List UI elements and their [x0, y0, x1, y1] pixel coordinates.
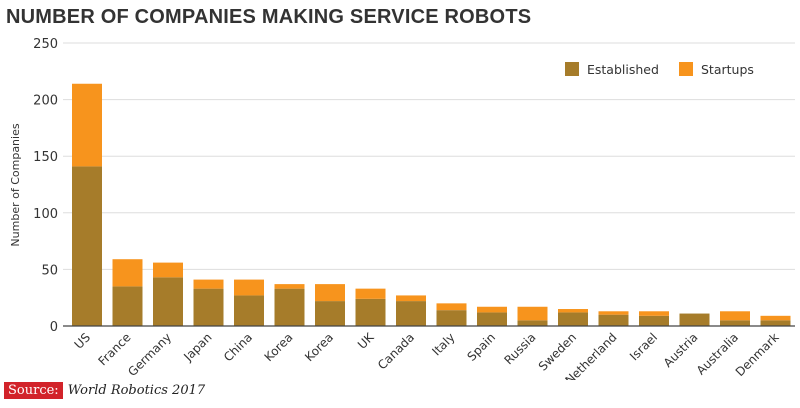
bar-startups [112, 259, 143, 287]
bar-startups [517, 306, 548, 321]
bar-established [396, 301, 426, 326]
source-label: Source: [4, 382, 63, 399]
source-text: World Robotics 2017 [67, 383, 206, 398]
x-tick-label: Germany [125, 330, 174, 379]
x-tick-label: France [96, 330, 134, 368]
bar-established [558, 312, 588, 326]
x-tick-label: Israel [627, 330, 660, 363]
bar-startups [720, 311, 750, 321]
bar-established [517, 320, 548, 326]
x-tick-label: Korea [262, 330, 296, 364]
bar-startups [72, 83, 102, 167]
bar-startups [436, 303, 467, 311]
bar-established [760, 320, 791, 326]
bar-startups [153, 262, 183, 278]
bar-established [315, 301, 345, 326]
bar-established [72, 166, 102, 326]
bar-established [274, 288, 305, 326]
x-tick-label: Canada [375, 330, 417, 372]
source-note: Source: World Robotics 2017 [4, 382, 205, 399]
bar-startups [477, 306, 507, 313]
bar-established [355, 298, 386, 326]
legend-swatch-established [565, 62, 579, 76]
y-tick-label: 200 [33, 94, 58, 109]
x-tick-label: UK [355, 329, 377, 351]
x-tick-label: Russia [501, 330, 538, 367]
y-tick-label: 150 [33, 150, 58, 165]
bar-startups [598, 311, 629, 315]
bar-startups [274, 284, 305, 289]
x-tick-label: Japan [180, 330, 214, 364]
bar-established [193, 288, 224, 326]
bar-established [598, 314, 629, 326]
bar-established [679, 313, 710, 326]
bar-startups [558, 309, 588, 313]
x-tick-label: Denmark [733, 330, 782, 379]
bar-startups [315, 284, 345, 302]
y-tick-label: 100 [33, 207, 58, 222]
bar-startups [234, 279, 264, 296]
bar-established [234, 295, 264, 326]
bar-established [477, 312, 507, 326]
x-tick-label: China [221, 330, 255, 364]
bar-established [639, 315, 669, 326]
y-tick-label: 50 [41, 263, 58, 278]
y-axis-label: Number of Companies [9, 123, 22, 246]
bar-startups [396, 295, 426, 302]
bar-startups [193, 279, 224, 289]
x-tick-label: Spain [465, 330, 499, 364]
bar-established [153, 277, 183, 326]
x-tick-label: Korea [302, 330, 336, 364]
x-tick-label: Italy [429, 330, 457, 358]
legend-label-startups: Startups [701, 62, 754, 77]
y-tick-label: 0 [50, 320, 58, 335]
chart-title: NUMBER OF COMPANIES MAKING SERVICE ROBOT… [6, 6, 532, 28]
bar-startups [760, 315, 791, 321]
legend-label-established: Established [587, 62, 659, 77]
bar-established [436, 310, 467, 326]
bar-startups [355, 288, 386, 299]
stacked-bar-chart: 0 50 100 150 200 250 Number of Companies US Fran… [9, 37, 795, 380]
bar-established [720, 320, 750, 326]
y-tick-label: 250 [33, 37, 58, 52]
bar-established [112, 286, 143, 326]
x-tick-label: US [72, 330, 94, 352]
legend-swatch-startups [679, 62, 693, 76]
bar-startups [639, 311, 669, 316]
x-tick-label: Austria [661, 330, 701, 370]
